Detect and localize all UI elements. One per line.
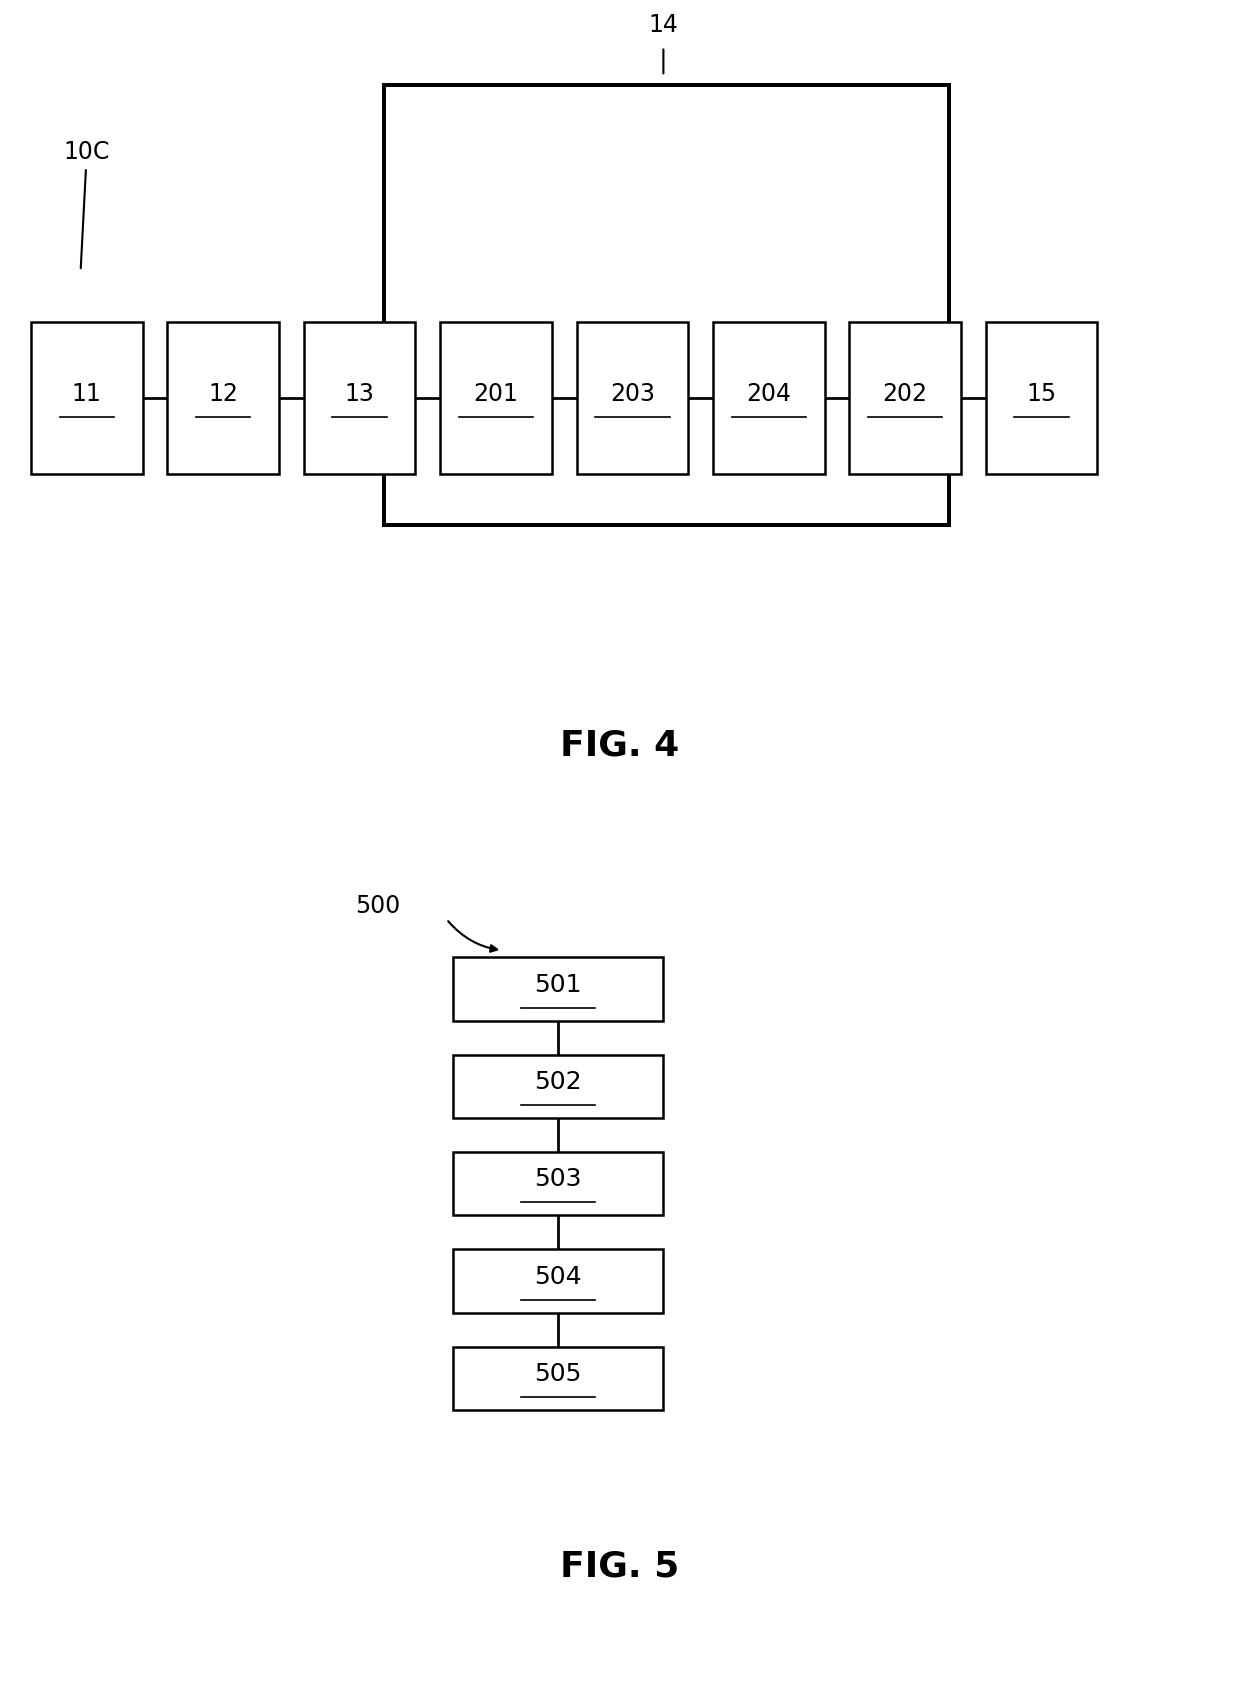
- Text: 201: 201: [474, 381, 518, 407]
- FancyBboxPatch shape: [453, 1250, 663, 1313]
- FancyBboxPatch shape: [167, 322, 279, 474]
- FancyBboxPatch shape: [440, 322, 552, 474]
- Text: 13: 13: [345, 381, 374, 407]
- Text: FIG. 5: FIG. 5: [560, 1550, 680, 1584]
- FancyBboxPatch shape: [453, 1152, 663, 1216]
- Text: 500: 500: [356, 894, 401, 918]
- FancyBboxPatch shape: [577, 322, 688, 474]
- Text: 504: 504: [534, 1265, 582, 1289]
- FancyBboxPatch shape: [453, 957, 663, 1020]
- Text: 501: 501: [534, 972, 582, 996]
- Text: 10C: 10C: [63, 141, 110, 268]
- FancyBboxPatch shape: [304, 322, 415, 474]
- Text: 202: 202: [883, 381, 928, 407]
- Text: 502: 502: [534, 1071, 582, 1094]
- Text: 12: 12: [208, 381, 238, 407]
- Text: 11: 11: [72, 381, 102, 407]
- FancyBboxPatch shape: [453, 1054, 663, 1118]
- Text: 503: 503: [534, 1167, 582, 1191]
- FancyBboxPatch shape: [453, 1347, 663, 1409]
- FancyBboxPatch shape: [31, 322, 143, 474]
- FancyBboxPatch shape: [384, 85, 949, 525]
- Text: 15: 15: [1027, 381, 1056, 407]
- Text: FIG. 4: FIG. 4: [560, 728, 680, 762]
- FancyBboxPatch shape: [986, 322, 1097, 474]
- FancyBboxPatch shape: [849, 322, 961, 474]
- FancyBboxPatch shape: [713, 322, 825, 474]
- Text: 14: 14: [649, 14, 678, 37]
- Text: 204: 204: [746, 381, 791, 407]
- Text: 505: 505: [534, 1362, 582, 1386]
- Text: 203: 203: [610, 381, 655, 407]
